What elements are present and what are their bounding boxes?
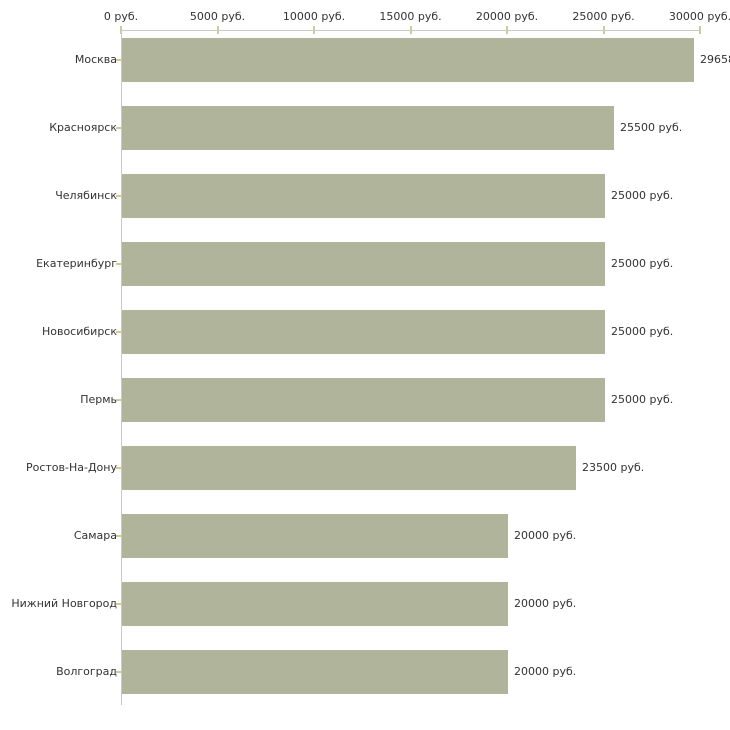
- y-axis-tick: [116, 670, 122, 673]
- bar-value-label: 25000 руб.: [611, 189, 674, 202]
- category-label: Новосибирск: [41, 325, 117, 338]
- bar-value-label: 25000 руб.: [611, 257, 674, 270]
- category-label: Самара: [73, 529, 117, 542]
- x-axis-tick-label: 15000 руб.: [379, 10, 442, 23]
- category-label: Волгоград: [56, 665, 117, 678]
- category-label: Челябинск: [55, 189, 117, 202]
- bar-value-label: 25000 руб.: [611, 393, 674, 406]
- x-axis-tick-label: 0 руб.: [103, 10, 139, 23]
- y-axis-line: [121, 30, 122, 705]
- bar-value-label: 23500 руб.: [582, 461, 645, 474]
- x-axis-tick-label: 30000 руб.: [668, 10, 730, 23]
- y-axis-tick: [116, 262, 122, 265]
- y-axis-tick: [116, 534, 122, 537]
- bar-value-label: 29658 руб.: [700, 53, 730, 66]
- bar: [122, 513, 508, 558]
- x-axis-tick-label: 20000 руб.: [475, 10, 539, 23]
- bar: [122, 377, 605, 422]
- y-axis-tick: [116, 602, 122, 605]
- bar: [122, 37, 694, 82]
- bar: [122, 241, 605, 286]
- bar-value-label: 25500 руб.: [620, 121, 683, 134]
- category-label: Нижний Новгород: [11, 597, 117, 610]
- category-label: Екатеринбург: [36, 257, 117, 270]
- bar-value-label: 20000 руб.: [514, 597, 577, 610]
- category-label: Москва: [74, 53, 117, 66]
- bar: [122, 309, 605, 354]
- y-axis-tick: [116, 466, 122, 469]
- bar: [122, 173, 605, 218]
- bar: [122, 649, 508, 694]
- category-label: Пермь: [80, 393, 117, 406]
- y-axis-tick: [116, 126, 122, 129]
- y-axis-tick: [116, 194, 122, 197]
- bar-value-label: 20000 руб.: [514, 665, 577, 678]
- x-axis-tick-label: 5000 руб.: [189, 10, 246, 23]
- y-axis-tick: [116, 58, 122, 61]
- bar: [122, 105, 614, 150]
- x-axis-line: [121, 30, 701, 31]
- x-axis-tick-label: 25000 руб.: [572, 10, 635, 23]
- bar-value-label: 20000 руб.: [514, 529, 577, 542]
- y-axis-tick: [116, 330, 122, 333]
- y-axis-tick: [116, 398, 122, 401]
- category-label: Красноярск: [49, 121, 117, 134]
- category-label: Ростов-На-Дону: [25, 461, 117, 474]
- x-axis-tick-label: 10000 руб.: [282, 10, 346, 23]
- bar-value-label: 25000 руб.: [611, 325, 674, 338]
- bar: [122, 445, 576, 490]
- bar: [122, 581, 508, 626]
